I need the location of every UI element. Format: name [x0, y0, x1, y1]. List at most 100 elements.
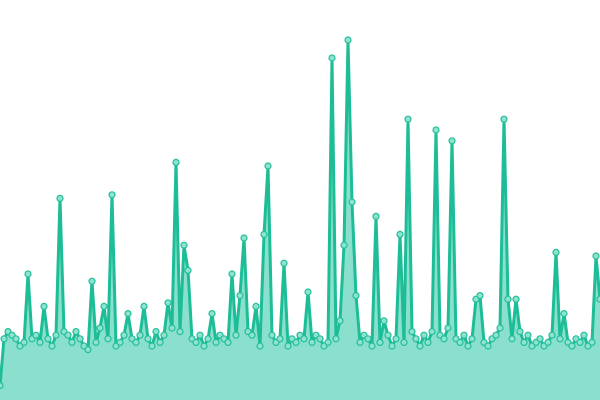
data-point-52: [204, 335, 212, 343]
data-point-124: [492, 331, 500, 339]
data-point-53: [208, 310, 216, 318]
data-point-6: [20, 338, 28, 346]
data-point-99: [392, 335, 400, 343]
data-point-4: [12, 335, 20, 343]
data-point-44: [172, 158, 180, 166]
data-point-113: [448, 137, 456, 145]
data-point-10: [36, 338, 44, 346]
series-points: [0, 36, 600, 390]
data-point-36: [140, 302, 148, 310]
data-point-1: [0, 335, 8, 343]
data-point-141: [560, 310, 568, 318]
data-point-77: [304, 288, 312, 296]
data-point-115: [456, 338, 464, 346]
data-point-61: [240, 234, 248, 242]
data-point-90: [356, 338, 364, 346]
series-area: [0, 40, 600, 400]
data-point-50: [196, 331, 204, 339]
data-point-15: [56, 194, 64, 202]
data-point-22: [84, 346, 92, 354]
data-point-72: [284, 342, 292, 350]
data-point-20: [76, 335, 84, 343]
data-point-78: [308, 338, 316, 346]
data-point-149: [592, 252, 600, 260]
data-point-127: [504, 295, 512, 303]
data-point-103: [408, 328, 416, 336]
data-point-92: [364, 335, 372, 343]
data-point-31: [120, 331, 128, 339]
data-point-85: [336, 317, 344, 325]
data-point-112: [444, 324, 452, 332]
data-point-84: [332, 335, 340, 343]
data-point-34: [132, 338, 140, 346]
data-point-27: [104, 335, 112, 343]
data-point-18: [68, 338, 76, 346]
data-point-47: [184, 266, 192, 274]
data-point-35: [136, 331, 144, 339]
data-point-138: [548, 331, 556, 339]
data-point-118: [468, 335, 476, 343]
data-point-97: [384, 331, 392, 339]
data-point-40: [156, 338, 164, 346]
data-point-71: [280, 259, 288, 267]
data-point-137: [544, 338, 552, 346]
data-point-45: [176, 328, 184, 336]
data-point-135: [536, 335, 544, 343]
data-point-11: [40, 302, 48, 310]
data-point-94: [372, 212, 380, 220]
data-point-24: [92, 338, 100, 346]
data-point-130: [516, 328, 524, 336]
data-point-80: [316, 335, 324, 343]
data-point-38: [148, 342, 156, 350]
data-point-68: [268, 331, 276, 339]
data-point-43: [168, 324, 176, 332]
data-point-26: [100, 302, 108, 310]
data-point-13: [48, 342, 56, 350]
data-point-74: [292, 338, 300, 346]
data-point-67: [264, 162, 272, 170]
data-point-108: [428, 328, 436, 336]
data-point-122: [484, 342, 492, 350]
data-point-12: [44, 335, 52, 343]
data-point-150: [596, 295, 600, 303]
data-point-106: [420, 331, 428, 339]
data-point-59: [232, 331, 240, 339]
data-point-139: [552, 248, 560, 256]
data-point-145: [576, 338, 584, 346]
data-point-146: [580, 331, 588, 339]
data-point-7: [24, 270, 32, 278]
data-point-98: [388, 342, 396, 350]
data-point-66: [260, 230, 268, 238]
data-point-64: [252, 302, 260, 310]
data-point-95: [376, 338, 384, 346]
data-point-88: [348, 198, 356, 206]
data-point-101: [400, 338, 408, 346]
data-point-17: [64, 331, 72, 339]
data-point-117: [464, 342, 472, 350]
data-point-82: [324, 338, 332, 346]
data-point-140: [556, 335, 564, 343]
data-point-0: [0, 382, 4, 390]
data-point-25: [96, 324, 104, 332]
data-point-76: [300, 335, 308, 343]
data-point-23: [88, 277, 96, 285]
data-point-19: [72, 328, 80, 336]
data-point-96: [380, 317, 388, 325]
data-point-39: [152, 328, 160, 336]
data-point-128: [508, 335, 516, 343]
data-point-89: [352, 292, 360, 300]
data-point-60: [236, 292, 244, 300]
data-point-102: [404, 115, 412, 123]
data-point-87: [344, 36, 352, 44]
data-point-126: [500, 115, 508, 123]
data-point-37: [144, 335, 152, 343]
data-point-120: [476, 292, 484, 300]
data-point-131: [520, 338, 528, 346]
data-point-32: [124, 310, 132, 318]
data-point-93: [368, 342, 376, 350]
data-point-9: [32, 331, 40, 339]
data-point-28: [108, 191, 116, 199]
data-point-125: [496, 324, 504, 332]
data-point-143: [568, 342, 576, 350]
